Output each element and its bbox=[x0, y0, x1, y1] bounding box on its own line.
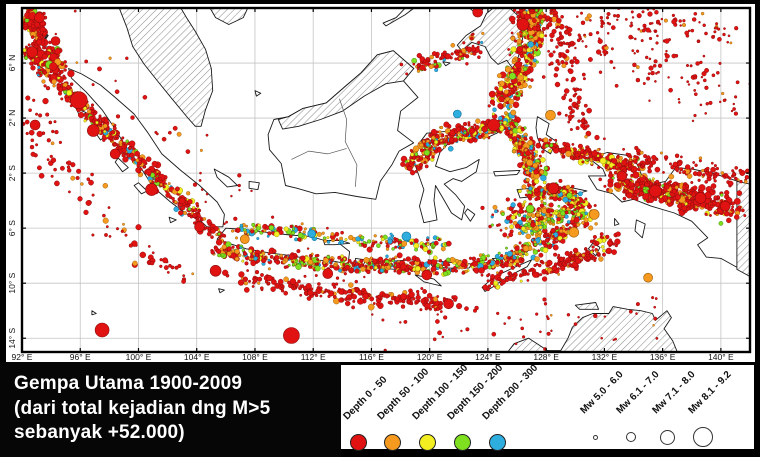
legend-mw-circle-3 bbox=[693, 427, 713, 447]
legend-depth-dot-1 bbox=[383, 434, 401, 451]
legend-mw-circle-2 bbox=[659, 429, 675, 445]
legend-depth-dot-2 bbox=[418, 434, 436, 451]
caption-box: Gempa Utama 1900-2009 (dari total kejadi… bbox=[0, 362, 341, 457]
svg-text:92° E: 92° E bbox=[12, 352, 33, 362]
svg-text:116° E: 116° E bbox=[359, 352, 384, 362]
svg-text:96° E: 96° E bbox=[70, 352, 91, 362]
svg-text:140° E: 140° E bbox=[708, 352, 734, 362]
map-frame bbox=[20, 6, 752, 354]
svg-text:2° N: 2° N bbox=[7, 110, 17, 127]
legend-mw-circle-0 bbox=[592, 434, 598, 440]
caption-line-3: sebanyak +52.000) bbox=[14, 422, 185, 444]
legend-depth-dot-4 bbox=[488, 434, 506, 451]
map-panel: 92° E 96° E 100° E 104° E 108° E 112° E 116° E… bbox=[6, 4, 755, 362]
svg-text:6° N: 6° N bbox=[7, 55, 17, 72]
svg-text:6° S: 6° S bbox=[7, 220, 17, 236]
legend-depth-dot-0 bbox=[349, 434, 367, 451]
svg-text:112° E: 112° E bbox=[301, 352, 326, 362]
svg-text:124° E: 124° E bbox=[475, 352, 501, 362]
legend-depth-dot-3 bbox=[453, 434, 471, 451]
svg-text:10° S: 10° S bbox=[7, 272, 17, 293]
svg-text:120° E: 120° E bbox=[417, 352, 443, 362]
indonesia-seismicity-map: 92° E 96° E 100° E 104° E 108° E 112° E 116° E… bbox=[6, 4, 755, 362]
legend-panel: Depth 0 - 50 Depth 50 - 100 Depth 100 - 15… bbox=[341, 363, 754, 451]
svg-text:108° E: 108° E bbox=[242, 352, 268, 362]
caption-line-1: Gempa Utama 1900-2009 bbox=[14, 373, 243, 394]
svg-text:14° S: 14° S bbox=[7, 327, 17, 348]
svg-text:132° E: 132° E bbox=[592, 352, 618, 362]
svg-text:128° E: 128° E bbox=[533, 352, 559, 362]
axis-labels: 92° E 96° E 100° E 104° E 108° E 112° E 116° E… bbox=[7, 55, 734, 362]
earthquake-dots bbox=[22, 8, 750, 352]
legend-mw-circle-1 bbox=[626, 432, 636, 442]
svg-text:136° E: 136° E bbox=[650, 352, 676, 362]
svg-text:2° S: 2° S bbox=[7, 165, 17, 181]
svg-text:104° E: 104° E bbox=[184, 352, 210, 362]
svg-text:100° E: 100° E bbox=[126, 352, 152, 362]
caption-line-2: (dari total kejadian dng M>5 bbox=[14, 397, 271, 419]
